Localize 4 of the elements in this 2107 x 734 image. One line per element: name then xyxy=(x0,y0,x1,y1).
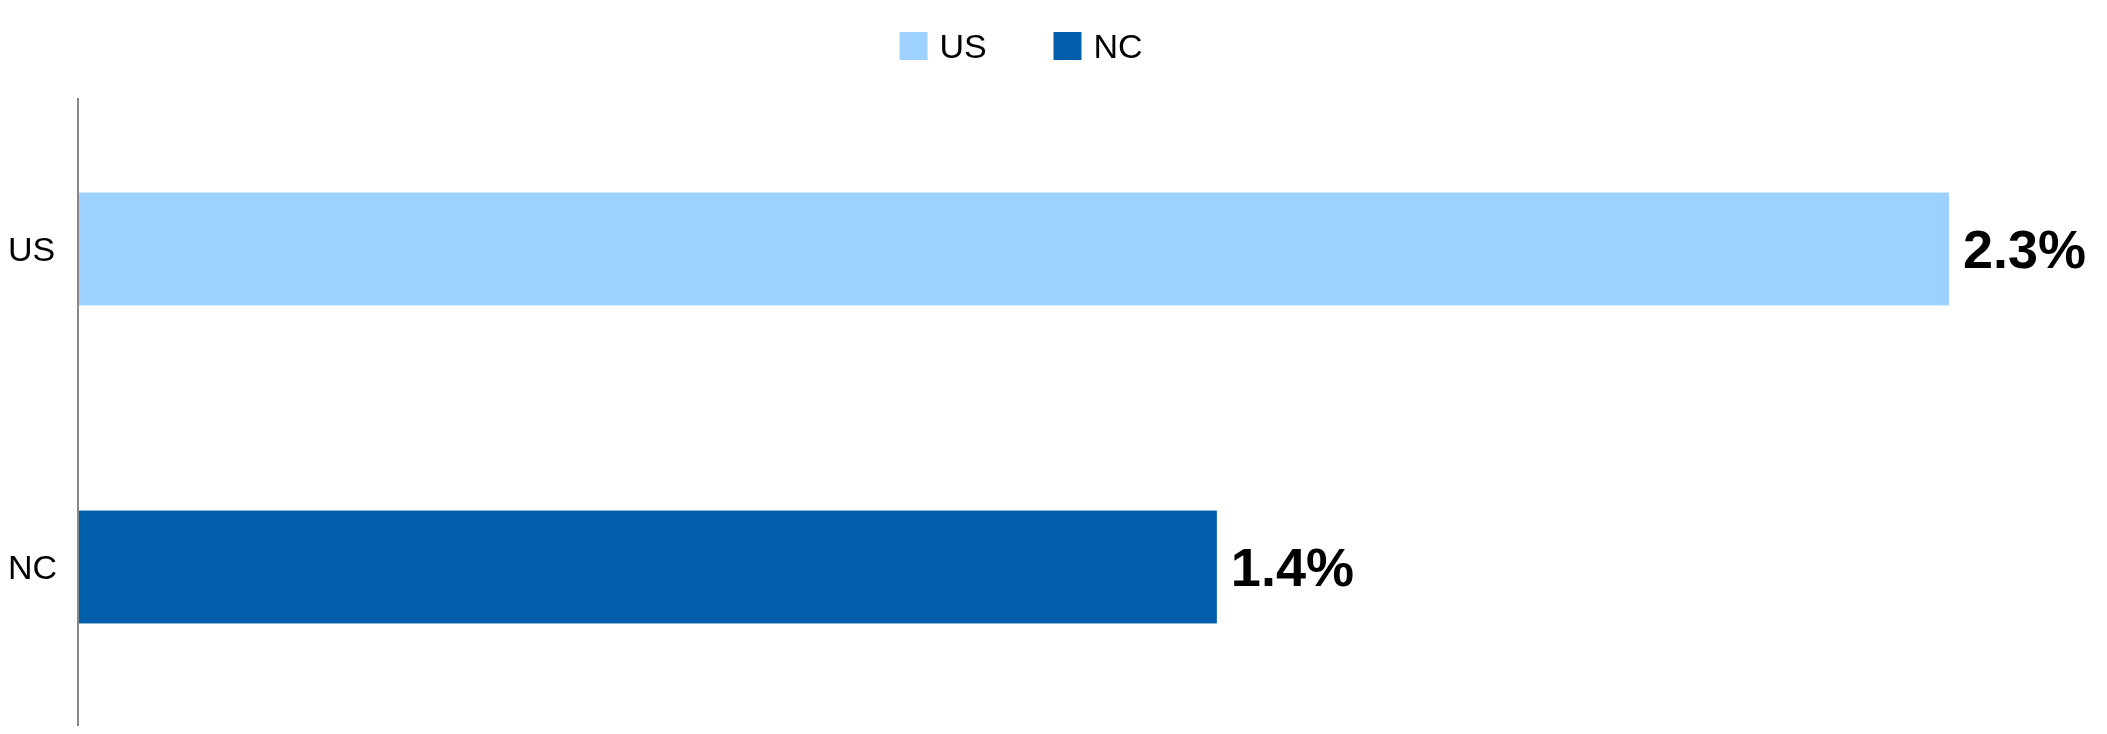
data-label: 1.4% xyxy=(1230,537,1354,597)
legend-label: US xyxy=(939,27,987,65)
data-label: 2.3% xyxy=(1963,219,2087,279)
legend-label: NC xyxy=(1093,27,1143,65)
